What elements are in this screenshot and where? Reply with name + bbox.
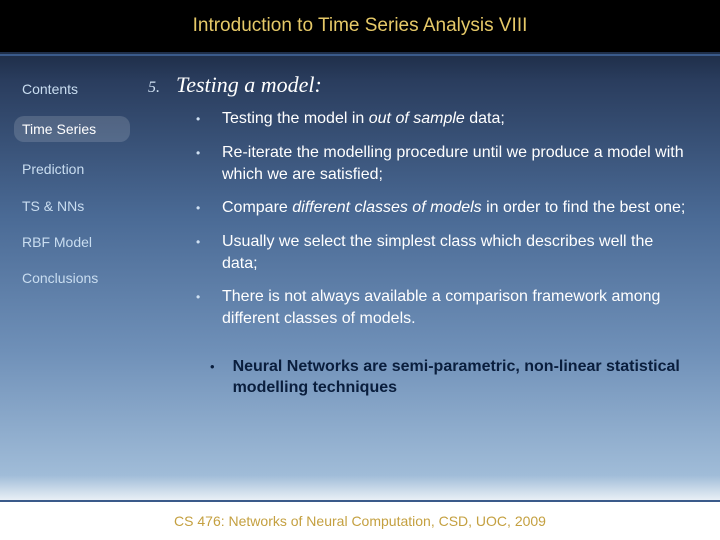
bullet-text: Testing the model in out of sample data; xyxy=(222,108,505,130)
bullet-item: • Compare different classes of models in… xyxy=(196,197,690,219)
bullet-item: • Re-iterate the modelling procedure unt… xyxy=(196,142,690,185)
bullet-icon: • xyxy=(210,356,215,399)
summary-text: Neural Networks are semi-parametric, non… xyxy=(233,356,690,399)
middle-region: Contents Time Series Prediction TS & NNs… xyxy=(0,56,720,500)
heading-text: Testing a model: xyxy=(176,72,322,98)
sidebar-item-contents[interactable]: Contents xyxy=(22,80,130,98)
sidebar: Contents Time Series Prediction TS & NNs… xyxy=(0,66,140,500)
heading-row: 5. Testing a model: xyxy=(148,72,690,98)
summary-bullet: • Neural Networks are semi-parametric, n… xyxy=(196,356,690,399)
slide-title: Introduction to Time Series Analysis VII… xyxy=(193,15,528,37)
bullet-icon: • xyxy=(196,142,206,185)
sidebar-item-time-series[interactable]: Time Series xyxy=(14,116,130,142)
bullet-item: • Usually we select the simplest class w… xyxy=(196,231,690,274)
bullet-text: Usually we select the simplest class whi… xyxy=(222,231,690,274)
sidebar-item-conclusions[interactable]: Conclusions xyxy=(22,269,130,287)
footer-bar: CS 476: Networks of Neural Computation, … xyxy=(0,500,720,540)
sidebar-item-ts-nns[interactable]: TS & NNs xyxy=(22,197,130,215)
bullet-icon: • xyxy=(196,231,206,274)
footer-text: CS 476: Networks of Neural Computation, … xyxy=(174,513,546,529)
bullet-text: There is not always available a comparis… xyxy=(222,286,690,329)
bullet-text: Compare different classes of models in o… xyxy=(222,197,685,219)
bullet-text: Re-iterate the modelling procedure until… xyxy=(222,142,690,185)
bullet-item: • Testing the model in out of sample dat… xyxy=(196,108,690,130)
heading-number: 5. xyxy=(148,79,160,97)
bullet-icon: • xyxy=(196,108,206,130)
sidebar-item-rbf-model[interactable]: RBF Model xyxy=(22,233,130,251)
slide-container: Introduction to Time Series Analysis VII… xyxy=(0,0,720,540)
top-bar: Introduction to Time Series Analysis VII… xyxy=(0,0,720,52)
bullet-list: • Testing the model in out of sample dat… xyxy=(148,108,690,399)
bullet-icon: • xyxy=(196,286,206,329)
sidebar-item-prediction[interactable]: Prediction xyxy=(22,160,130,178)
bullet-icon: • xyxy=(196,197,206,219)
content-area: 5. Testing a model: • Testing the model … xyxy=(140,66,720,500)
bullet-item: • There is not always available a compar… xyxy=(196,286,690,329)
